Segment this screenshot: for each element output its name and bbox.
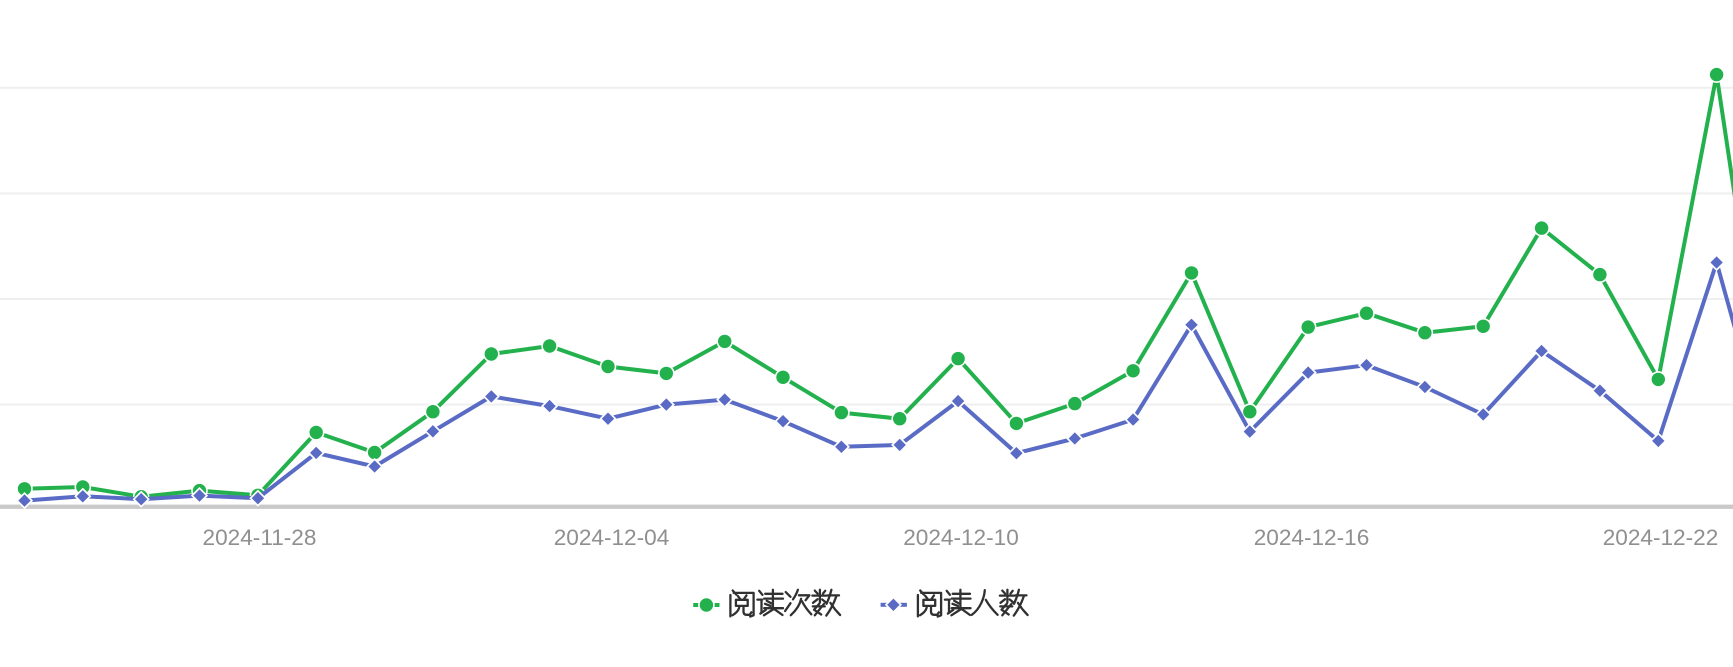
svg-text:2024-11-28: 2024-11-28 <box>203 525 317 550</box>
svg-text:2024-12-22: 2024-12-22 <box>1603 525 1719 550</box>
svg-text:2024-12-16: 2024-12-16 <box>1254 525 1370 550</box>
svg-text:2024-12-04: 2024-12-04 <box>554 525 670 550</box>
svg-text:2024-12-10: 2024-12-10 <box>903 525 1019 550</box>
